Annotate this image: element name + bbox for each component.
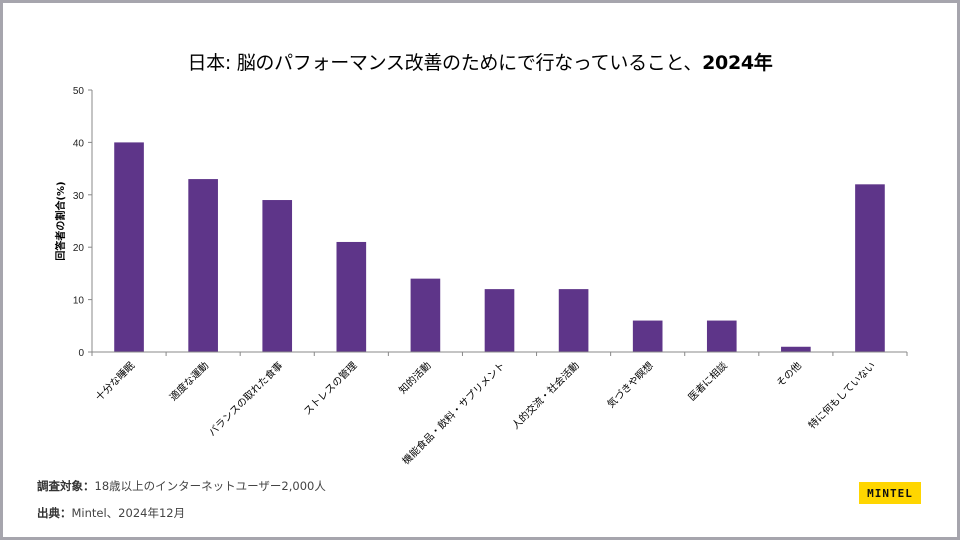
- bar: [632, 320, 663, 352]
- source-label: 出典：: [37, 506, 72, 520]
- survey-label: 調査対象：: [37, 479, 95, 493]
- logo-text: MINTEL: [867, 486, 913, 500]
- chart-title-main: 日本: 脳のパフォーマンス改善のためにで行なっていること、: [187, 52, 703, 74]
- bar: [262, 200, 293, 352]
- chart-title-year: 2024年: [702, 52, 773, 74]
- chart-title: 日本: 脳のパフォーマンス改善のためにで行なっていること、2024年: [0, 48, 960, 75]
- bar: [410, 278, 441, 352]
- y-tick-label: 30: [73, 191, 85, 202]
- bar: [336, 241, 367, 352]
- y-axis-label: 回答者の割合(%): [54, 181, 67, 260]
- x-tick-label: 知的活動: [396, 359, 433, 396]
- x-tick-label: 適度な運動: [167, 359, 212, 404]
- bar: [484, 289, 515, 352]
- y-tick-label: 0: [78, 348, 84, 359]
- bar: [781, 346, 811, 352]
- x-tick-label: その他: [774, 359, 804, 389]
- y-tick-label: 10: [73, 296, 85, 307]
- source-value: Mintel、2024年12月: [71, 506, 186, 520]
- bar: [855, 184, 885, 352]
- x-tick-label: ストレスの管理: [301, 359, 360, 418]
- x-tick-label: 特に何もしていない: [805, 359, 878, 432]
- bar: [188, 179, 218, 352]
- x-tick-label: バランスの取れた食事: [206, 359, 286, 439]
- bar: [706, 320, 737, 352]
- bar: [558, 289, 589, 352]
- y-tick-label: 20: [73, 243, 85, 254]
- bars: [114, 142, 885, 352]
- y-tick-label: 40: [73, 138, 85, 149]
- x-tick-label: 人的交流・社会活動: [509, 359, 582, 432]
- x-tick-label: 医者に相談: [685, 359, 730, 404]
- survey-value: 18歳以上のインターネットユーザー2,000人: [94, 479, 326, 493]
- x-tick-label: 十分な睡眠: [93, 359, 138, 404]
- mintel-logo: MINTEL: [859, 482, 921, 504]
- y-axis: 0 10 20 30 40 50: [73, 86, 93, 359]
- source-note: 出典：Mintel、2024年12月: [37, 505, 185, 521]
- survey-note: 調査対象：18歳以上のインターネットユーザー2,000人: [37, 478, 326, 494]
- y-tick-label: 50: [73, 86, 85, 97]
- bar: [114, 142, 144, 352]
- x-tick-label: 気づきや瞑想: [604, 359, 656, 411]
